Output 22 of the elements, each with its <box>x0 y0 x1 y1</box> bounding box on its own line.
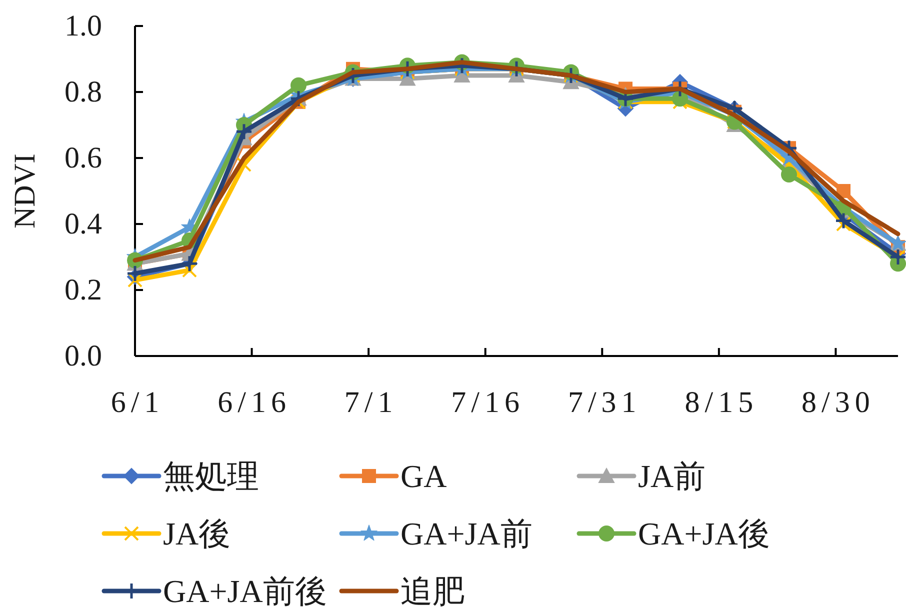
y-tick-label: 0.4 <box>64 208 102 240</box>
x-tick-label: 8/15 <box>684 386 758 419</box>
y-tick-label: 0.6 <box>64 142 102 174</box>
x-tick-label: 7/16 <box>451 386 525 419</box>
x-tick-label: 8/30 <box>802 386 875 419</box>
legend-label: 追肥 <box>400 573 464 609</box>
y-axis-title: NDVI <box>8 154 42 228</box>
legend-label: JA後 <box>163 516 231 552</box>
legend-label: GA+JA後 <box>638 516 770 552</box>
x-tick-label: 7/1 <box>344 386 398 419</box>
x-tick-label: 6/1 <box>110 386 164 419</box>
legend-label: 無処理 <box>163 458 259 494</box>
y-tick-label: 0.2 <box>64 274 102 306</box>
legend-label: GA+JA前 <box>400 516 532 552</box>
legend-label: JA前 <box>638 458 706 494</box>
y-tick-label: 1.0 <box>64 10 102 42</box>
y-tick-label: 0.0 <box>64 340 102 372</box>
y-tick-label: 0.8 <box>64 76 102 108</box>
x-tick-label: 7/31 <box>568 386 642 419</box>
legend-label: GA <box>400 458 447 494</box>
x-tick-label: 6/16 <box>218 386 291 419</box>
legend-label: GA+JA前後 <box>163 573 327 609</box>
